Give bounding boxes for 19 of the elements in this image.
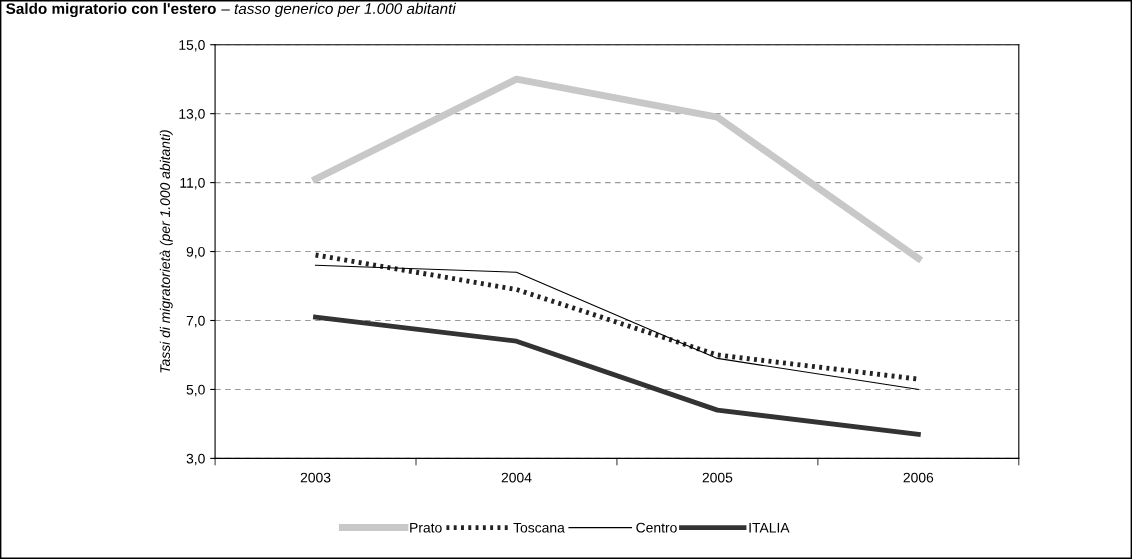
y-axis-title: Tassi di migratorietà (per 1.000 abitanti) xyxy=(159,130,173,373)
x-tick-label: 2005 xyxy=(702,472,733,483)
legend-label: ITALIA xyxy=(749,522,790,533)
legend-label: Prato xyxy=(410,522,442,533)
y-tick-label: 5,0 xyxy=(186,384,205,397)
x-tick-label: 2006 xyxy=(903,472,934,483)
y-tick-label: 9,0 xyxy=(186,246,205,259)
legend-label: Toscana xyxy=(513,522,565,533)
x-tick-label: 2004 xyxy=(501,472,532,483)
chart-subtitle: – tasso generico per 1.000 abitanti xyxy=(221,2,457,18)
line-series xyxy=(313,314,921,437)
y-tick-label: 15,0 xyxy=(179,40,205,52)
y-tick-label: 11,0 xyxy=(180,177,205,190)
legend-label: Centro xyxy=(636,522,677,533)
y-tick-label: 3,0 xyxy=(186,453,205,466)
y-tick-label: 13,0 xyxy=(179,109,205,121)
x-tick-label: 2003 xyxy=(300,472,331,483)
y-tick-label: 7,0 xyxy=(186,315,205,328)
chart-title: Saldo migratorio con l'estero xyxy=(6,2,216,18)
